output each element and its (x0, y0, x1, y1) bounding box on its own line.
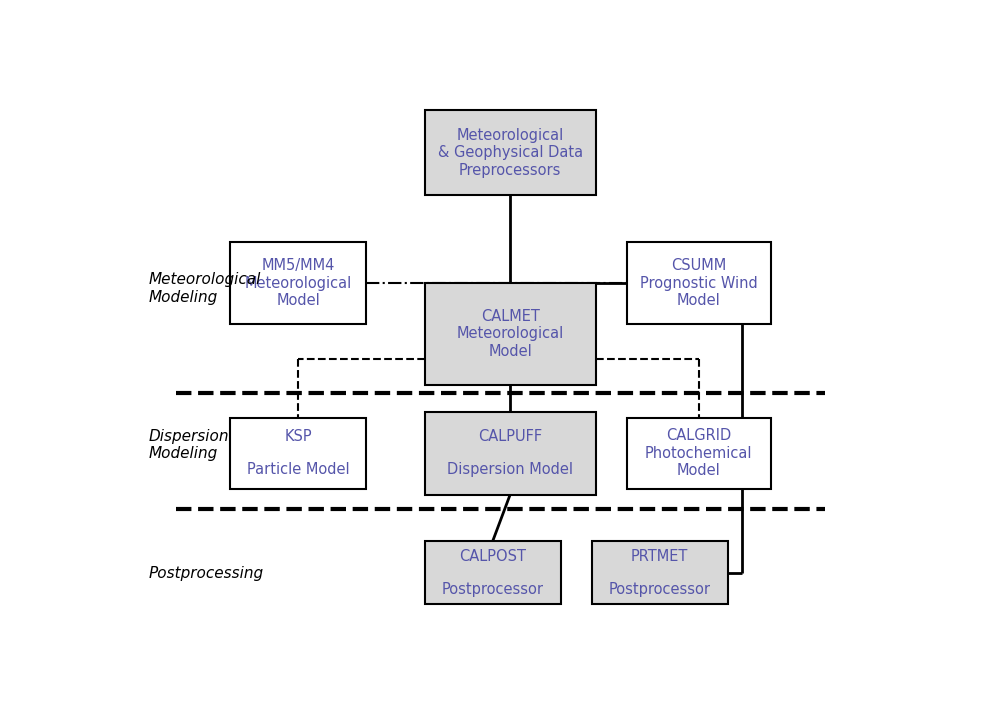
Text: Model: Model (488, 344, 531, 359)
Text: CSUMM: CSUMM (670, 258, 725, 273)
Text: Meteorological
Modeling: Meteorological Modeling (148, 272, 261, 305)
FancyBboxPatch shape (591, 541, 727, 605)
Text: Model: Model (676, 463, 719, 478)
Text: CALMET: CALMET (480, 309, 539, 324)
Text: Postprocessor: Postprocessor (441, 582, 543, 597)
Text: Postprocessing: Postprocessing (148, 565, 264, 580)
Text: & Geophysical Data: & Geophysical Data (437, 145, 582, 160)
Text: Particle Model: Particle Model (246, 462, 350, 478)
FancyBboxPatch shape (230, 242, 366, 324)
FancyBboxPatch shape (424, 541, 560, 605)
FancyBboxPatch shape (424, 412, 595, 495)
FancyBboxPatch shape (626, 242, 770, 324)
Text: Preprocessors: Preprocessors (459, 163, 561, 178)
Text: CALPUFF: CALPUFF (478, 429, 542, 444)
Text: Meteorological: Meteorological (456, 128, 563, 143)
Text: CALGRID: CALGRID (665, 429, 730, 443)
Text: KSP: KSP (285, 429, 312, 444)
FancyBboxPatch shape (626, 418, 770, 489)
Text: Dispersion
Modeling: Dispersion Modeling (148, 429, 229, 461)
Text: Meteorological: Meteorological (456, 327, 563, 342)
Text: CALPOST: CALPOST (459, 549, 526, 564)
Text: MM5/MM4: MM5/MM4 (262, 258, 335, 273)
FancyBboxPatch shape (424, 111, 595, 195)
FancyBboxPatch shape (424, 283, 595, 385)
FancyBboxPatch shape (230, 418, 366, 489)
Text: Model: Model (676, 293, 719, 308)
Text: Model: Model (277, 293, 320, 308)
Text: Photochemical: Photochemical (644, 446, 752, 461)
Text: Postprocessor: Postprocessor (608, 582, 710, 597)
Text: PRTMET: PRTMET (630, 549, 687, 564)
Text: Meteorological: Meteorological (244, 276, 352, 291)
Text: Prognostic Wind: Prognostic Wind (639, 276, 757, 291)
Text: Dispersion Model: Dispersion Model (447, 462, 572, 478)
